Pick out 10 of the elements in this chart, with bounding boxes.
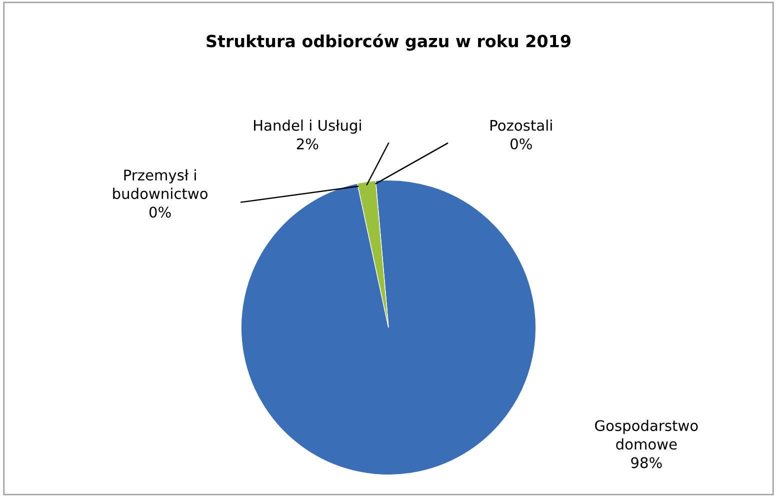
text: 0% — [149, 206, 171, 218]
slice-label: Gospodarstwo domowe — [595, 420, 698, 450]
data-label: 2% — [296, 138, 318, 150]
category-label: Przemysł i budownictwo — [113, 169, 208, 200]
chart-title: Struktura odbiorców gazu w roku 2019 — [206, 34, 570, 51]
text: 0% — [510, 138, 532, 150]
pie-slice — [240, 180, 536, 476]
category-label: Pozostali — [490, 120, 552, 131]
slice-label: Handel i Usługi — [254, 120, 361, 134]
data-label: 98% — [631, 457, 662, 468]
